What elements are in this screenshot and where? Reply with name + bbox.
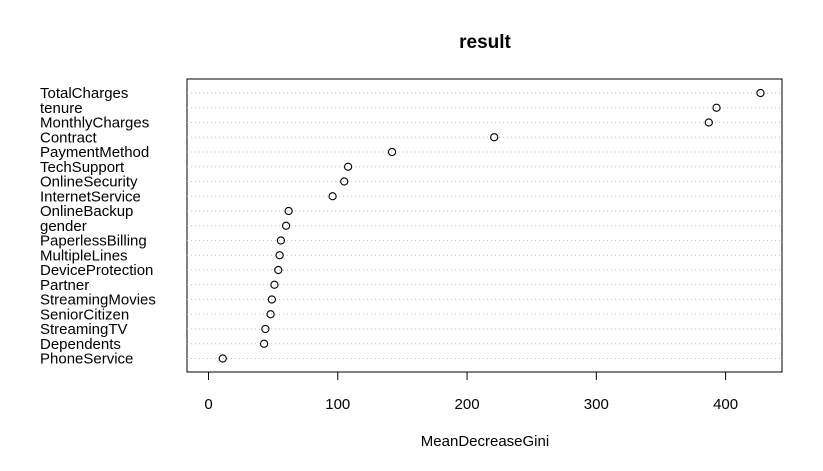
category-label: InternetService: [40, 188, 141, 205]
data-points: [218, 88, 765, 363]
category-label: gender: [40, 218, 87, 235]
plot-frame: [186, 78, 783, 373]
x-tick-label: 100: [325, 396, 350, 413]
category-label: DeviceProtection: [40, 262, 153, 279]
category-labels: TotalChargestenureMonthlyChargesContract…: [40, 85, 156, 368]
data-point: [490, 133, 499, 142]
category-label: Dependents: [40, 336, 121, 353]
x-tick-label: 400: [713, 396, 738, 413]
data-point: [276, 236, 286, 245]
category-label: PhoneService: [40, 351, 133, 368]
x-tick-label: 300: [584, 396, 609, 413]
data-point: [387, 147, 397, 157]
category-label: TechSupport: [40, 159, 125, 176]
data-point: [328, 192, 337, 201]
x-axis: 0 100 200 300 400: [204, 371, 738, 413]
category-label: TotalCharges: [40, 85, 128, 102]
data-point: [340, 177, 349, 186]
category-label: OnlineBackup: [40, 203, 133, 220]
chart-title: result: [459, 32, 511, 53]
data-point: [259, 339, 269, 348]
data-point: [712, 103, 721, 112]
category-label: Contract: [40, 129, 98, 146]
category-label: MultipleLines: [40, 247, 128, 264]
category-label: MonthlyCharges: [40, 115, 149, 132]
data-point: [284, 206, 293, 216]
x-axis-title: MeanDecreaseGini: [421, 433, 549, 450]
category-label: tenure: [40, 100, 83, 117]
category-label: PaymentMethod: [40, 144, 149, 161]
grid-lines: [187, 92, 782, 359]
category-label: StreamingMovies: [40, 292, 156, 309]
data-point: [270, 280, 279, 289]
data-point: [267, 295, 276, 304]
data-point: [266, 310, 275, 319]
data-point: [343, 162, 353, 171]
category-label: StreamingTV: [40, 321, 128, 338]
data-point: [261, 324, 270, 334]
data-point: [704, 118, 713, 127]
data-point: [218, 354, 227, 363]
category-label: Partner: [40, 277, 89, 294]
category-label: PaperlessBilling: [40, 233, 147, 250]
data-point: [281, 221, 291, 230]
category-label: SeniorCitizen: [40, 306, 129, 323]
data-point: [275, 251, 284, 260]
category-label: OnlineSecurity: [40, 174, 138, 191]
x-tick-label: 200: [455, 396, 480, 413]
x-tick-label: 0: [204, 396, 212, 413]
data-point: [756, 88, 765, 98]
data-point: [274, 265, 283, 275]
